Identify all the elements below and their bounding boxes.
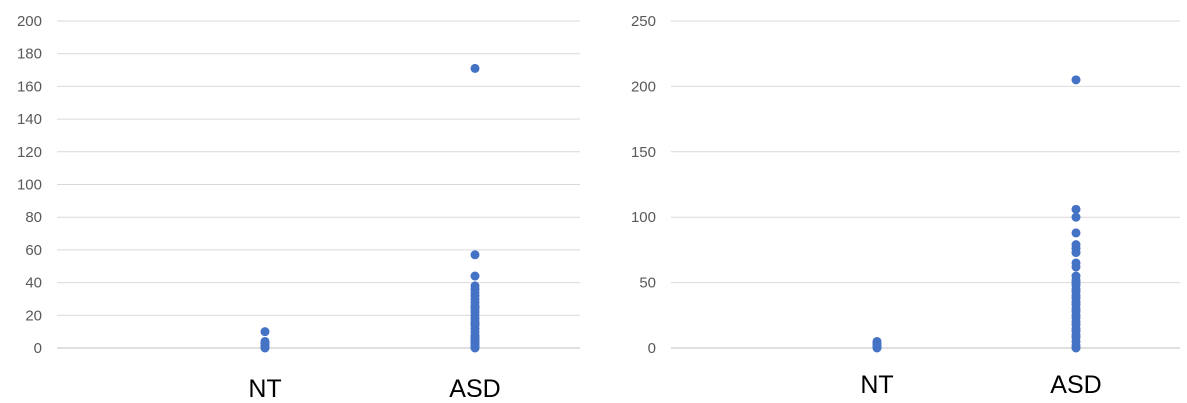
right-category-label-nt: NT	[860, 371, 893, 399]
left-y-tick-label: 0	[34, 340, 42, 357]
right-y-tick-label: 0	[648, 340, 656, 357]
right-point-asd	[1071, 212, 1081, 222]
right-point-asd	[1071, 271, 1081, 281]
left-y-tick-label: 80	[25, 209, 42, 226]
left-point-asd	[470, 281, 480, 291]
right-scatter-chart: 0 50 100 150 200 250 NT ASD	[600, 0, 1187, 403]
left-y-tick-label: 200	[17, 13, 42, 30]
left-y-tick-label: 180	[17, 46, 42, 63]
right-chart-svg: 0 50 100 150 200 250 NT ASD	[631, 13, 1180, 399]
left-point-asd	[470, 250, 480, 260]
right-y-tick-label: 50	[639, 275, 656, 292]
left-y-tick-label: 20	[25, 307, 42, 324]
right-y-tick-label: 250	[631, 13, 656, 30]
right-point-asd	[1071, 204, 1081, 214]
right-y-tick-label: 100	[631, 209, 656, 226]
right-category-label-asd: ASD	[1050, 371, 1101, 399]
left-point-nt	[260, 336, 270, 346]
left-category-label-asd: ASD	[449, 375, 500, 403]
left-point-asd	[470, 271, 480, 281]
left-scatter-chart: 0 20 40 60 80 100 120 140 160 180 200 NT ASD	[17, 13, 580, 403]
left-y-tick-label: 60	[25, 242, 42, 259]
left-y-tick-label: 40	[25, 275, 42, 292]
left-chart-svg: 0 20 40 60 80 100 120 140 160 180 200 NT ASD	[17, 13, 580, 403]
left-y-tick-label: 120	[17, 144, 42, 161]
left-y-tick-label: 140	[17, 111, 42, 128]
left-point-nt	[260, 327, 270, 337]
right-point-asd	[1071, 75, 1081, 85]
left-y-tick-label: 100	[17, 177, 42, 194]
right-point-asd	[1071, 240, 1081, 250]
right-point-nt	[872, 336, 882, 346]
right-y-tick-label: 150	[631, 144, 656, 161]
right-point-asd	[1071, 228, 1081, 238]
left-category-label-nt: NT	[248, 375, 281, 403]
right-y-tick-label: 200	[631, 78, 656, 95]
left-point-asd	[470, 63, 480, 73]
right-point-asd	[1071, 258, 1081, 268]
left-y-tick-label: 160	[17, 78, 42, 95]
